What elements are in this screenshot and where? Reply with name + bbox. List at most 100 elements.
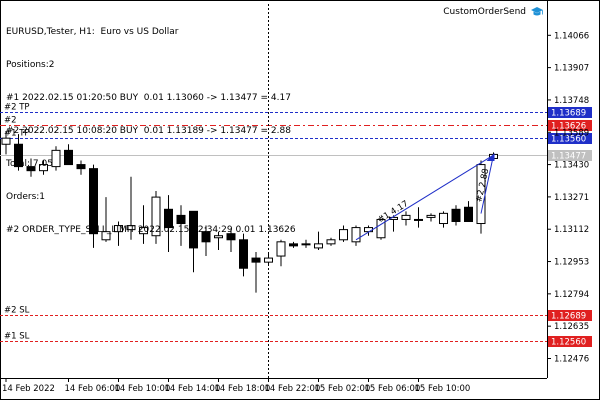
candle-body	[1, 137, 11, 145]
candle-body	[189, 210, 198, 249]
candle	[439, 211, 448, 228]
candle	[26, 158, 36, 177]
time-tick-label: 14 Feb 2022	[2, 384, 55, 394]
expert-name: CustomOrderSend	[443, 7, 526, 17]
candle	[176, 205, 186, 246]
info-panel: EURUSD,Tester, H1: Euro vs US Dollar Pos…	[6, 5, 296, 258]
level-label: #2 SL	[4, 306, 30, 316]
candle-body	[389, 216, 398, 220]
candle-body	[14, 143, 23, 168]
candle-body	[26, 166, 36, 172]
time-tick-label: 14 Feb 10:00	[115, 384, 171, 394]
trade-line	[480, 154, 494, 214]
price-tick-label: 1.14066	[554, 31, 589, 41]
candle-body	[126, 225, 136, 231]
candle-body	[39, 164, 48, 172]
candle	[351, 225, 361, 246]
candle-body	[251, 257, 261, 263]
candle	[226, 229, 236, 252]
candle-body	[364, 227, 373, 233]
expert-advisor-label[interactable]: CustomOrderSend	[443, 6, 544, 18]
candle-body	[289, 243, 298, 247]
level-label: #1 TP	[4, 129, 30, 139]
price-tick-label: 1.13430	[554, 161, 589, 171]
candle-body	[264, 257, 273, 263]
candle	[164, 195, 173, 252]
price-badge	[548, 310, 592, 321]
candle-body	[139, 227, 148, 235]
candle	[39, 160, 48, 175]
level-label: #1 SL	[4, 332, 30, 342]
price-badge	[548, 107, 592, 118]
order-line: #2 ORDER_TYPE_SELL_LIMIT 2022.02.15 02:3…	[6, 225, 296, 235]
time-tick-label: 15 Feb 10:00	[415, 384, 471, 394]
price-badge	[548, 120, 592, 131]
candle-body	[64, 149, 73, 166]
price-badge-label: 1.13560	[551, 135, 586, 145]
candle	[326, 237, 336, 246]
candle-body	[226, 233, 236, 241]
price-tick-label: 1.13271	[554, 193, 589, 203]
candle	[451, 205, 461, 226]
candle	[301, 239, 311, 248]
candle	[239, 233, 248, 277]
candle	[51, 146, 61, 171]
price-tick-label: 1.12953	[554, 258, 589, 268]
candle	[401, 211, 411, 226]
level-label: #2 TP	[4, 103, 30, 113]
price-badge	[548, 150, 592, 161]
candle	[376, 218, 386, 240]
window-title: EURUSD,Tester, H1: Euro vs US Dollar	[6, 27, 179, 37]
candle	[314, 231, 323, 250]
candle	[189, 210, 198, 273]
candle-body	[339, 229, 348, 241]
candle	[414, 207, 423, 228]
candle	[139, 205, 148, 244]
candle	[1, 132, 11, 155]
trade-arrow-icon	[486, 153, 495, 162]
time-tick-label: 15 Feb 06:00	[365, 384, 421, 394]
candle	[214, 231, 223, 250]
candle	[464, 201, 473, 222]
candle-body	[401, 214, 411, 220]
candle-body	[351, 227, 361, 243]
price-tick-label: 1.13748	[554, 96, 589, 106]
price-tick-label: 1.12476	[554, 354, 589, 364]
candle-body	[276, 241, 286, 257]
price-tick-label: 1.12794	[554, 290, 589, 300]
candle-body	[314, 243, 323, 249]
positions-count: Positions:2	[6, 60, 55, 70]
position-line: #1 2022.02.15 01:20:50 BUY 0.01 1.13060 …	[6, 93, 291, 103]
graduation-cap-icon	[531, 7, 543, 16]
time-tick-label: 14 Feb 22:00	[265, 384, 321, 394]
candle-body	[151, 196, 161, 237]
price-badge	[548, 133, 592, 144]
candle-body	[451, 208, 461, 222]
candle	[14, 134, 23, 171]
position-line: #2 2022.02.15 10:08:20 BUY 0.01 1.13189 …	[6, 126, 291, 136]
candle-body	[76, 164, 86, 170]
time-tick-label: 14 Feb 18:00	[215, 384, 271, 394]
candle	[151, 191, 161, 244]
candle	[101, 197, 111, 242]
level-label: #2	[4, 116, 17, 126]
candle-body	[439, 212, 448, 225]
candle	[264, 254, 273, 265]
time-tick-label: 14 Feb 14:00	[165, 384, 221, 394]
candle-body	[114, 225, 123, 233]
candle	[389, 215, 398, 232]
price-badge-label: 1.13626	[551, 122, 586, 132]
price-tick-label: 1.13112	[554, 225, 589, 235]
candle	[251, 251, 261, 293]
time-tick-label: 14 Feb 06:00	[65, 384, 121, 394]
candle-body	[301, 243, 311, 246]
candle-body	[51, 149, 61, 168]
candle	[289, 241, 298, 248]
price-badge-label: 1.12689	[551, 312, 586, 322]
candle-body	[464, 206, 473, 222]
candle	[76, 160, 86, 175]
candle-body	[89, 168, 98, 235]
candle	[426, 213, 436, 222]
